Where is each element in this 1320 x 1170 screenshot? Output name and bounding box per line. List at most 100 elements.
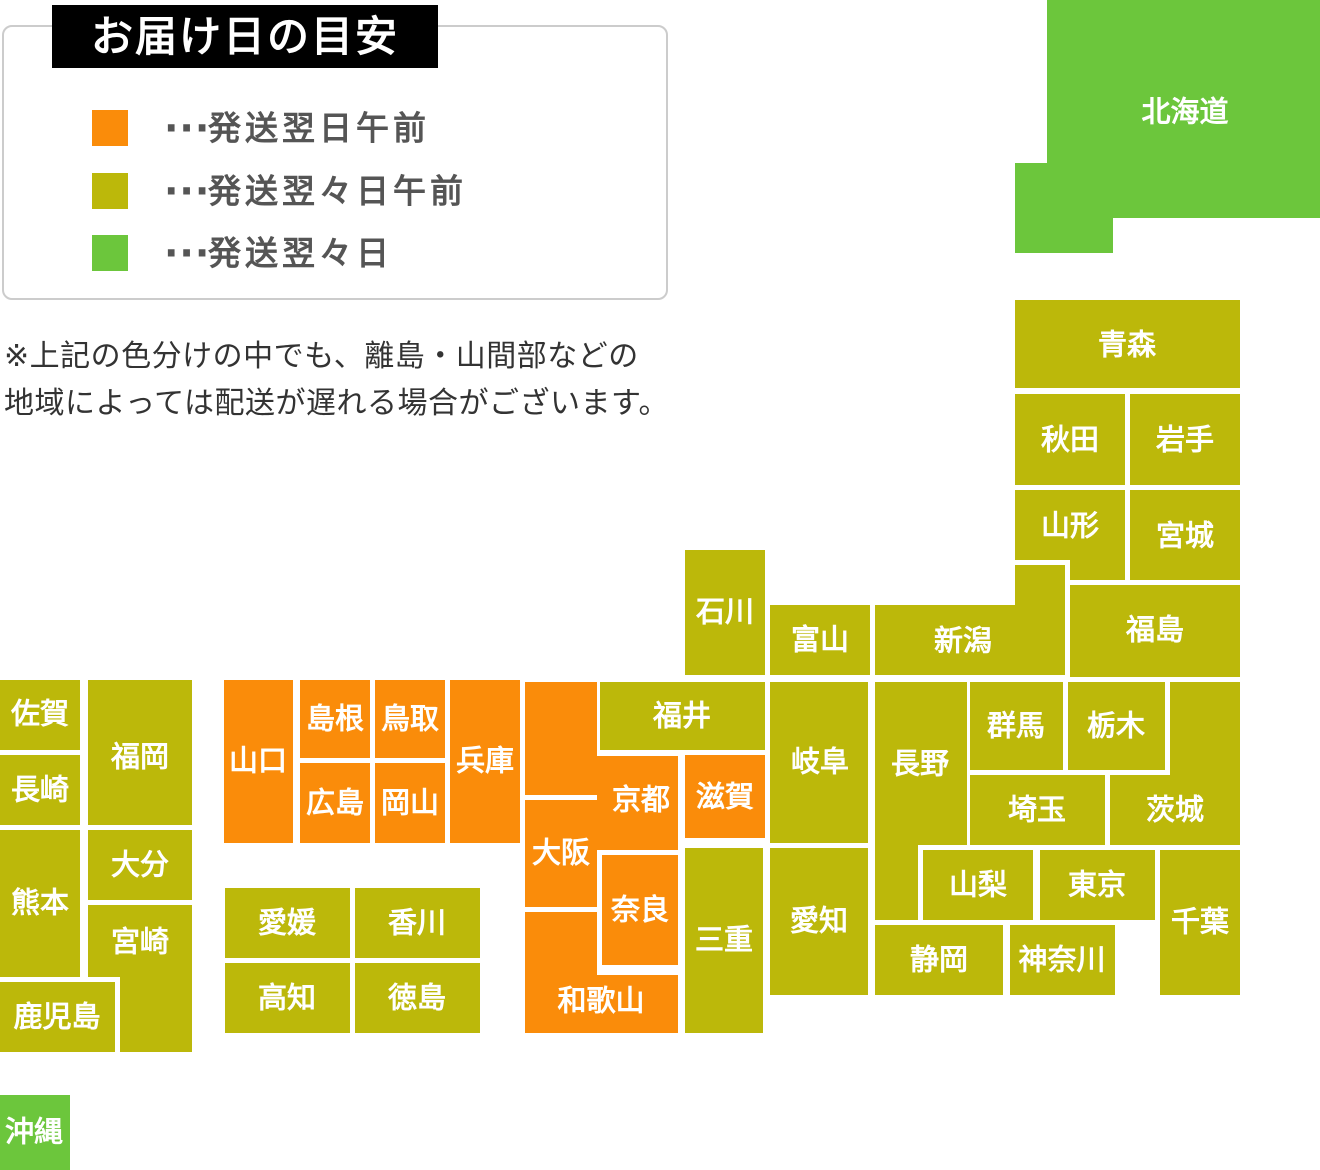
prefecture-tottori-tile bbox=[375, 680, 445, 758]
prefecture-label-yamanashi: 山梨 bbox=[948, 867, 1008, 902]
prefecture-label-kumamoto: 熊本 bbox=[10, 885, 70, 920]
prefecture-aomori-tile bbox=[1015, 300, 1240, 388]
legend-swatch-orange bbox=[92, 110, 128, 146]
prefecture-label-ibaraki: 茨城 bbox=[1145, 792, 1205, 827]
legend-swatch-olive bbox=[92, 173, 128, 209]
prefecture-gifu-tile bbox=[770, 682, 868, 843]
prefecture-label-aichi: 愛知 bbox=[789, 903, 849, 938]
prefecture-label-saga: 佐賀 bbox=[10, 696, 70, 731]
prefecture-label-akita: 秋田 bbox=[1040, 422, 1100, 457]
prefecture-label-fukushima: 福島 bbox=[1125, 612, 1185, 647]
prefecture-label-saitama: 埼玉 bbox=[1007, 792, 1067, 827]
prefecture-fukuoka-tile bbox=[88, 680, 192, 825]
prefecture-kagoshima-tile bbox=[0, 982, 115, 1052]
prefecture-tokyo-tile bbox=[1040, 850, 1155, 920]
prefecture-label-nara: 奈良 bbox=[610, 892, 670, 927]
ellipsis-dots: ··· bbox=[164, 169, 211, 213]
prefecture-iwate-tile bbox=[1130, 394, 1240, 485]
legend-label-two-days-after: 発送翌々日 bbox=[208, 233, 393, 273]
prefecture-label-miyagi: 宮城 bbox=[1155, 518, 1215, 553]
legend-row-two-days-after-am: ··· 発送翌々日午前 bbox=[92, 172, 632, 210]
prefecture-hiroshima-tile bbox=[300, 763, 370, 843]
prefecture-label-hiroshima: 広島 bbox=[305, 785, 365, 820]
legend-panel: ··· 発送翌日午前 ··· 発送翌々日午前 ··· 発送翌々日 bbox=[2, 25, 668, 300]
prefecture-aichi-tile bbox=[770, 848, 868, 995]
legend-label-next-day-am: 発送翌日午前 bbox=[208, 108, 430, 148]
prefecture-label-nagasaki: 長崎 bbox=[10, 772, 70, 807]
prefecture-label-fukui: 福井 bbox=[652, 698, 712, 733]
legend-row-next-day-am: ··· 発送翌日午前 bbox=[92, 109, 632, 147]
prefecture-label-tokyo: 東京 bbox=[1067, 867, 1127, 902]
ellipsis-dots: ··· bbox=[164, 106, 211, 150]
prefecture-label-ishikawa: 石川 bbox=[695, 594, 755, 629]
prefecture-miyagi-tile bbox=[1130, 490, 1240, 580]
prefecture-gunma-tile bbox=[970, 682, 1063, 770]
prefecture-label-fukuoka: 福岡 bbox=[110, 739, 170, 774]
prefecture-tokushima-tile bbox=[355, 963, 480, 1033]
prefecture-saga-tile bbox=[0, 680, 80, 750]
prefecture-label-shimane: 島根 bbox=[305, 701, 365, 736]
prefecture-nara-tile bbox=[602, 855, 678, 965]
prefecture-kumamoto-tile bbox=[0, 830, 80, 977]
prefecture-kagawa-tile bbox=[355, 888, 480, 958]
ellipsis-dots: ··· bbox=[164, 231, 211, 275]
prefecture-label-tochigi: 栃木 bbox=[1086, 708, 1146, 743]
prefecture-wakayama-tile bbox=[525, 975, 678, 1033]
prefecture-shimane-tile bbox=[300, 680, 370, 758]
prefecture-chiba-tile bbox=[1160, 850, 1240, 995]
prefecture-label-okayama: 岡山 bbox=[380, 785, 440, 820]
prefecture-tochigi-tile bbox=[1068, 682, 1165, 770]
prefecture-ishikawa-tile bbox=[685, 550, 765, 675]
prefecture-kanagawa-tile bbox=[1010, 925, 1115, 995]
prefecture-label-tottori: 鳥取 bbox=[380, 701, 440, 736]
prefecture-niigata-tile bbox=[1015, 565, 1065, 675]
prefecture-label-iwate: 岩手 bbox=[1155, 422, 1215, 457]
legend-swatch-green bbox=[92, 235, 128, 271]
prefecture-akita-tile bbox=[1015, 394, 1125, 485]
prefecture-label-nagano: 長野 bbox=[890, 746, 950, 781]
prefecture-label-mie: 三重 bbox=[694, 922, 754, 957]
prefecture-yamanashi-tile bbox=[923, 850, 1033, 920]
prefecture-label-kagoshima: 鹿児島 bbox=[13, 999, 101, 1034]
prefecture-label-ehime: 愛媛 bbox=[257, 905, 317, 940]
prefecture-oita-tile bbox=[88, 830, 192, 900]
delivery-note-line1: ※上記の色分けの中でも、離島・山間部などの bbox=[4, 339, 639, 374]
prefecture-label-osaka: 大阪 bbox=[531, 835, 591, 870]
prefecture-kyoto-tile bbox=[597, 756, 678, 850]
prefecture-fukui-tile bbox=[600, 682, 765, 750]
legend-title: お届け日の目安 bbox=[52, 5, 438, 68]
prefecture-label-hokkaido: 北海道 bbox=[1141, 94, 1229, 129]
prefecture-label-kagawa: 香川 bbox=[387, 905, 447, 940]
prefecture-okinawa-tile bbox=[0, 1095, 70, 1170]
prefecture-label-okinawa: 沖縄 bbox=[4, 1114, 64, 1149]
prefecture-label-kochi: 高知 bbox=[257, 980, 317, 1015]
prefecture-okayama-tile bbox=[375, 763, 445, 843]
legend-row-two-days-after: ··· 発送翌々日 bbox=[92, 234, 632, 272]
prefecture-ehime-tile bbox=[225, 888, 350, 958]
prefecture-yamagata-tile bbox=[1070, 490, 1125, 580]
prefecture-hokkaido-tile bbox=[1015, 163, 1113, 253]
prefecture-nagano-tile bbox=[875, 682, 967, 845]
prefecture-label-shizuoka: 静岡 bbox=[909, 942, 969, 977]
prefecture-kochi-tile bbox=[225, 963, 350, 1033]
prefecture-label-chiba: 千葉 bbox=[1170, 904, 1230, 939]
prefecture-yamaguchi-tile bbox=[224, 680, 293, 843]
prefecture-label-niigata: 新潟 bbox=[933, 623, 993, 658]
prefecture-kyoto-tile bbox=[525, 682, 597, 795]
prefecture-mie-tile bbox=[685, 848, 763, 1033]
prefecture-label-gifu: 岐阜 bbox=[790, 744, 850, 779]
delivery-note: ※上記の色分けの中でも、離島・山間部などの 地域によっては配送が遅れる場合がござ… bbox=[4, 333, 704, 427]
prefecture-label-aomori: 青森 bbox=[1097, 327, 1157, 362]
prefecture-label-toyama: 富山 bbox=[790, 622, 850, 657]
prefecture-shizuoka-tile bbox=[875, 925, 1003, 995]
prefecture-label-yamagata: 山形 bbox=[1040, 508, 1100, 543]
prefecture-shiga-tile bbox=[685, 755, 765, 838]
legend-label-two-days-after-am: 発送翌々日午前 bbox=[208, 171, 467, 211]
prefecture-saitama-tile bbox=[970, 775, 1105, 845]
prefecture-label-wakayama: 和歌山 bbox=[557, 983, 645, 1018]
prefecture-label-kanagawa: 神奈川 bbox=[1018, 942, 1106, 977]
prefecture-label-hyogo: 兵庫 bbox=[455, 743, 515, 778]
prefecture-osaka-tile bbox=[525, 800, 597, 907]
